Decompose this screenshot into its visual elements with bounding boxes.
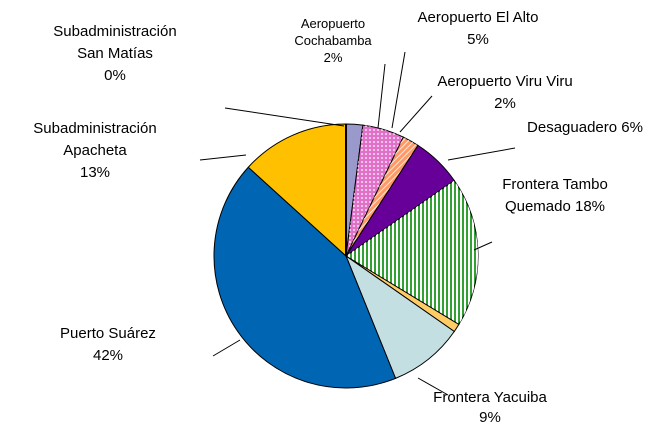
labels: Aeropuerto Cochabamba 2% Aeropuerto El Alto…: [33, 9, 643, 426]
category-label: Subadministración: [33, 120, 156, 137]
leader-line: [391, 51, 406, 129]
slice-label: Frontera Yacuiba: [433, 389, 547, 406]
slice-label: Desaguadero 6%: [527, 119, 643, 136]
leader-line: [212, 339, 241, 357]
value-label: 6%: [621, 119, 643, 136]
category-label: Aeropuerto: [301, 16, 365, 31]
slice-label: San Matías: [77, 45, 153, 62]
slice-label: Aeropuerto: [301, 16, 365, 31]
category-label: Apacheta: [63, 142, 127, 159]
value-label: 0%: [104, 67, 126, 84]
slice-label: Quemado 18%: [505, 198, 605, 215]
slice-label: Cochabamba: [294, 33, 372, 48]
category-label: Frontera Tambo: [502, 176, 608, 193]
pie: [213, 123, 479, 389]
slice: [213, 166, 397, 389]
slice-label: Apacheta: [63, 142, 127, 159]
value-label: 18%: [575, 198, 605, 215]
leader-line: [473, 241, 493, 251]
category-label: Subadministración: [53, 23, 176, 40]
category-label: Cochabamba: [294, 33, 372, 48]
slice-label: Puerto Suárez: [60, 325, 156, 342]
value-label: 2%: [494, 95, 516, 112]
category-label: Aeropuerto Viru Viru: [437, 73, 572, 90]
slice-label: Aeropuerto El Alto: [418, 9, 539, 26]
category-label: Aeropuerto El Alto: [418, 9, 539, 26]
category-label: Frontera Yacuiba: [433, 389, 547, 406]
value-label: 9%: [479, 409, 501, 426]
slice-pattern: [346, 125, 404, 257]
category-label: Puerto Suárez: [60, 325, 156, 342]
slice-label: Subadministración: [33, 120, 156, 137]
slice: [247, 123, 347, 258]
slice-label: Subadministración: [53, 23, 176, 40]
value-label: 13%: [80, 164, 110, 181]
leader-line: [447, 147, 516, 161]
leader-line: [224, 107, 345, 127]
leader-line: [199, 154, 247, 161]
value-label: 2%: [324, 50, 343, 65]
slice-pattern: [346, 137, 419, 256]
value-label: 42%: [93, 347, 123, 364]
leader-line: [377, 63, 386, 129]
slice-label: Frontera Tambo: [502, 176, 608, 193]
value-label: 5%: [467, 31, 489, 48]
slice-label: Aeropuerto Viru Viru: [437, 73, 572, 90]
category-label: San Matías: [77, 45, 153, 62]
category-label: Desaguadero: [527, 119, 617, 136]
slice-pattern: [346, 180, 478, 325]
category-label: Quemado: [505, 198, 571, 215]
leader-line: [399, 95, 433, 133]
leader-line: [417, 377, 449, 396]
